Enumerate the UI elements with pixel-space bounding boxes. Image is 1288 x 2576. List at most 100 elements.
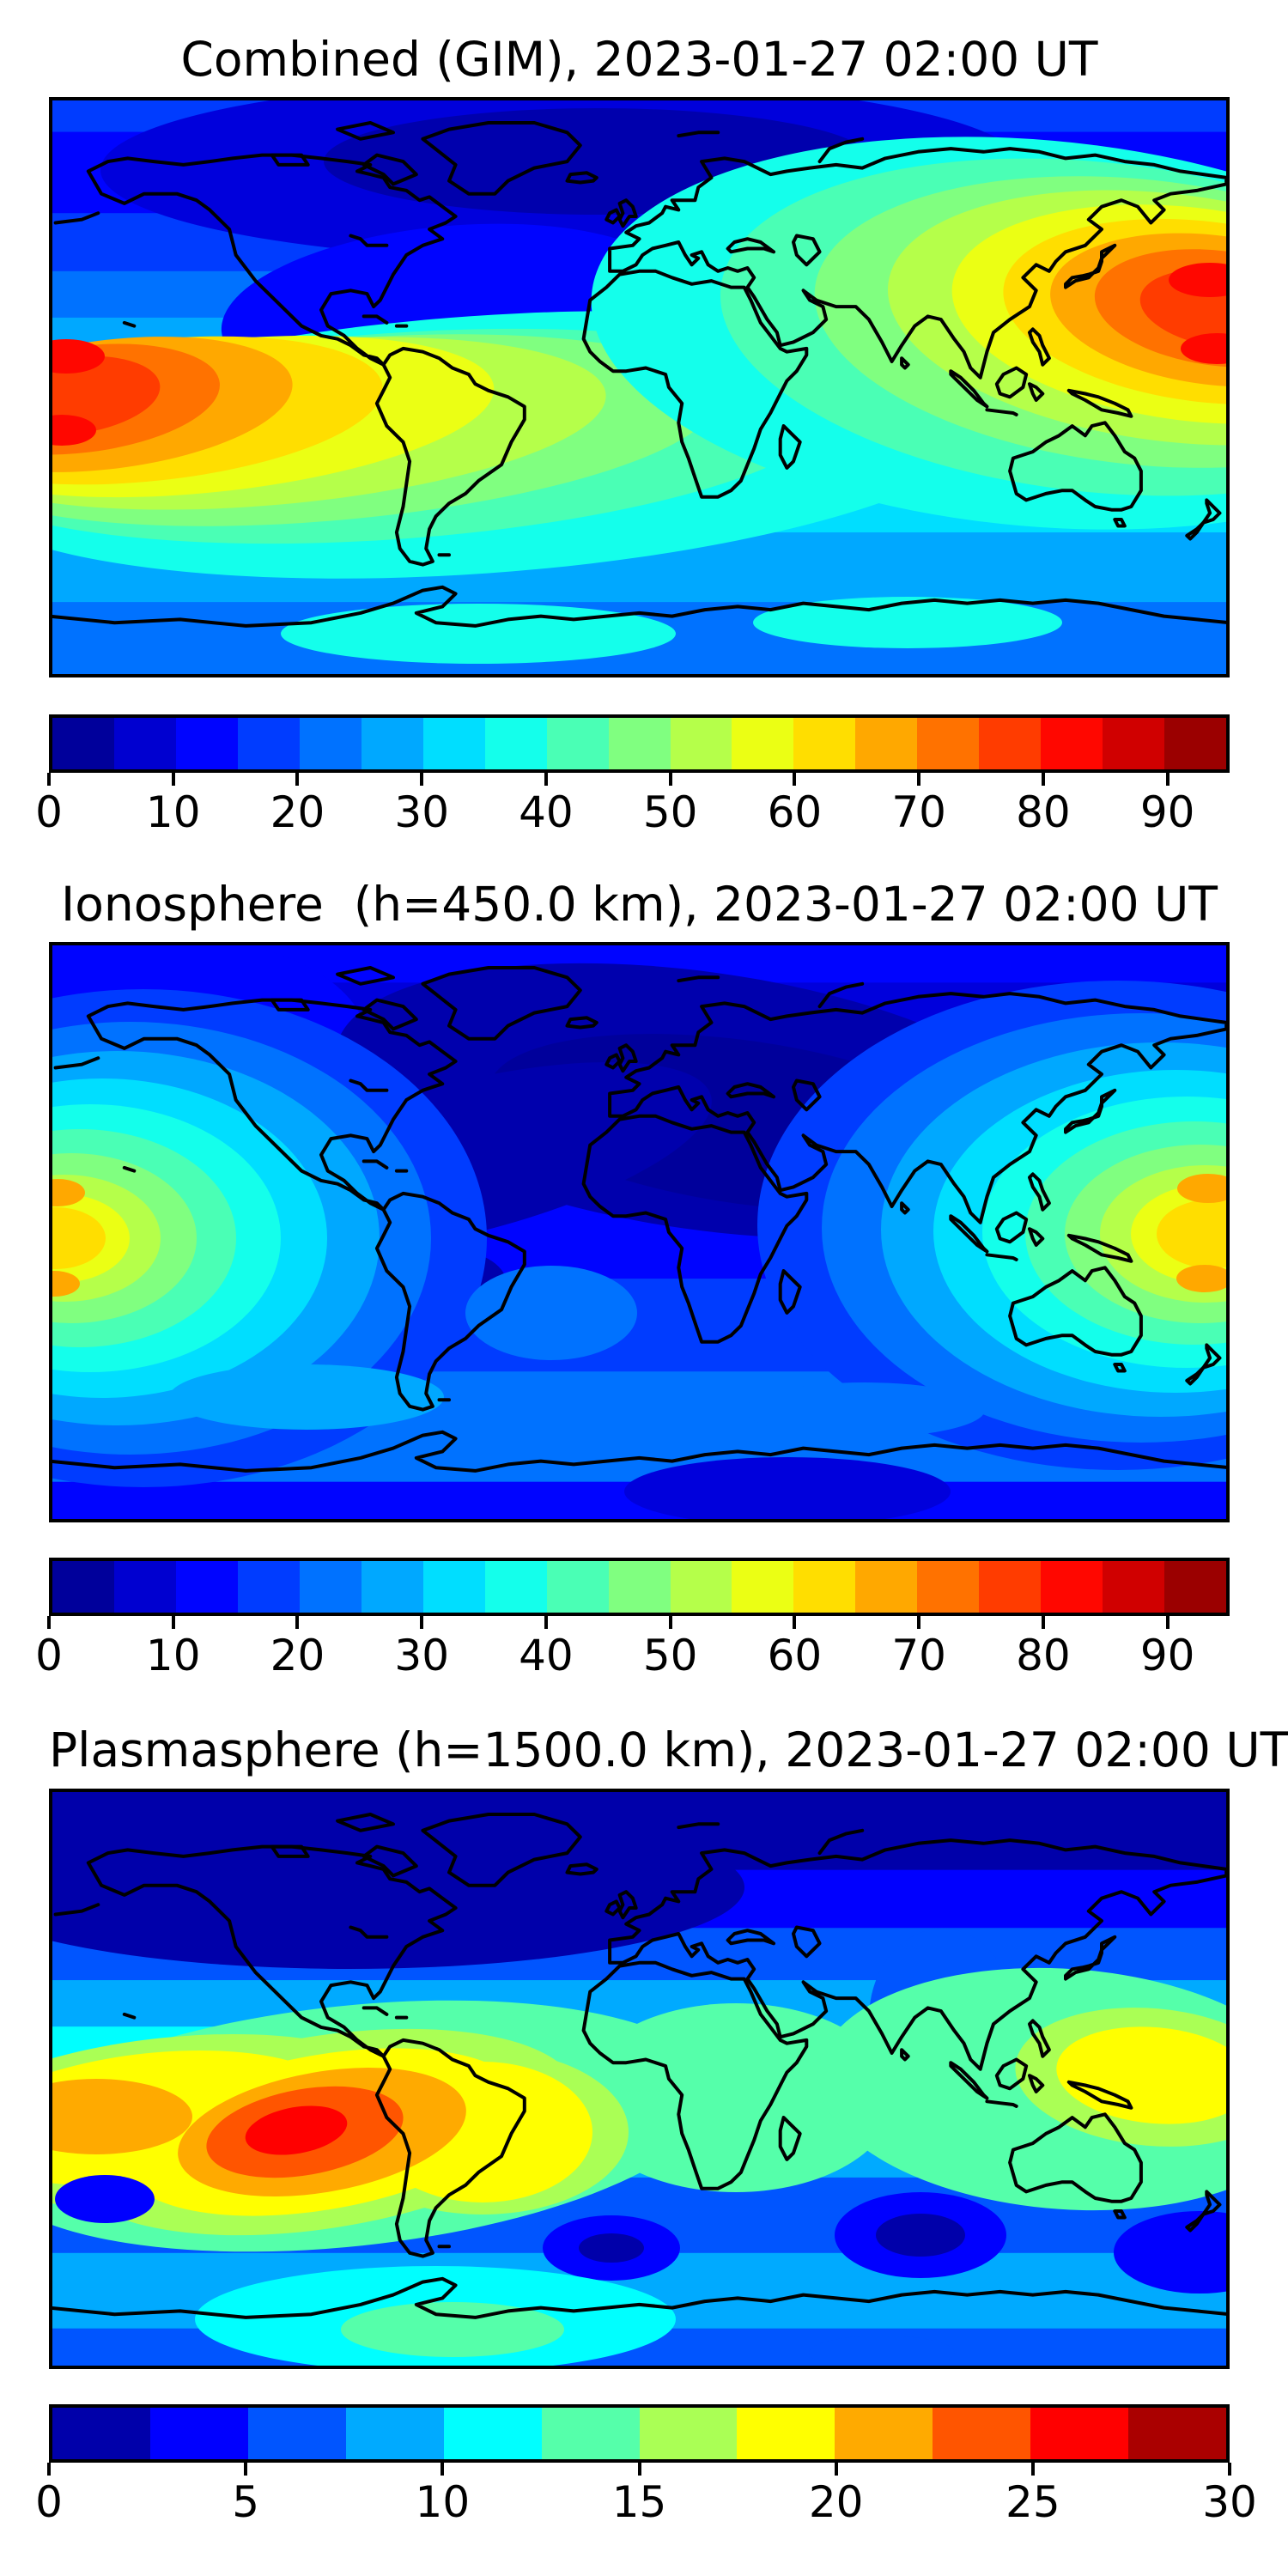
colorbar-tick-label: 0: [35, 787, 63, 837]
colorbar-gradient: [49, 1558, 1230, 1616]
colorbar-segment: [237, 1561, 300, 1613]
colorbar-segment: [732, 1561, 794, 1613]
colorbar-tick-mark: [440, 2463, 445, 2476]
colorbar-tick-label: 80: [1016, 787, 1071, 837]
colorbar-segment: [1164, 1561, 1227, 1613]
colorbar-segment: [361, 718, 423, 769]
colorbar-segment: [1041, 1561, 1103, 1613]
colorbar-segment: [299, 718, 361, 769]
colorbar-tick-mark: [637, 2463, 641, 2476]
panel-title-plasmasphere: Plasmasphere (h=1500.0 km), 2023-01-27 0…: [49, 1722, 1288, 1777]
colorbar-segment: [247, 2408, 346, 2459]
colorbar-tick-label: 50: [642, 787, 698, 837]
colorbar-tick-mark: [793, 1616, 797, 1629]
colorbar-tick-mark: [47, 2463, 51, 2476]
colorbar-tick-mark: [1030, 2463, 1035, 2476]
panel-title-combined: Combined (GIM), 2023-01-27 02:00 UT: [180, 32, 1098, 87]
colorbar-tick-label: 10: [145, 1631, 201, 1680]
colorbar-combined: 0 10 20 30 40 50 60 70 80 90: [35, 714, 1230, 836]
colorbar-segment: [52, 718, 114, 769]
colorbar-segment: [732, 718, 794, 769]
colorbar-segment: [979, 1561, 1042, 1613]
colorbar-tick-mark: [295, 773, 300, 786]
colorbar-segment: [670, 1561, 732, 1613]
colorbar-tick-mark: [171, 773, 175, 786]
colorbar-segment: [1164, 718, 1227, 769]
colorbar-ionosphere: 0 10 20 30 40 50 60 70 80 90: [35, 1558, 1230, 1680]
colorbar-segment: [345, 2408, 444, 2459]
colorbar-tick-mark: [420, 1616, 424, 1629]
colorbar-tick-label: 70: [891, 1631, 946, 1680]
colorbar-segment: [979, 718, 1042, 769]
colorbar-tick-mark: [544, 773, 548, 786]
colorbar-segment: [175, 1561, 238, 1613]
colorbar-tick-label: 20: [808, 2477, 864, 2527]
colorbar-plasmasphere: 0 5 10 15 20 25 30: [35, 2404, 1257, 2526]
colorbar-segment: [855, 1561, 918, 1613]
colorbar-segment: [1030, 2408, 1129, 2459]
world-map-combined: [49, 97, 1230, 677]
colorbar-tick-mark: [1165, 1616, 1170, 1629]
contour-field: [49, 1789, 1230, 2369]
colorbar-segment: [1128, 2408, 1227, 2459]
colorbar-tick-mark: [668, 1616, 672, 1629]
map-border: [49, 1789, 1230, 2369]
colorbar-segment: [422, 1561, 485, 1613]
colorbar-tick-mark: [1041, 1616, 1045, 1629]
coastlines: [49, 121, 1230, 628]
colorbar-tick-mark: [295, 1616, 300, 1629]
colorbar-tick-mark: [420, 773, 424, 786]
colorbar-tick-mark: [47, 1616, 51, 1629]
colorbar-tick-label: 30: [1202, 2477, 1257, 2527]
contour-field: [49, 942, 1230, 1522]
colorbar-segment: [299, 1561, 361, 1613]
colorbar-segment: [793, 718, 856, 769]
colorbar-segment: [484, 718, 547, 769]
colorbar-tick-label: 30: [394, 787, 450, 837]
colorbar-tick-label: 10: [145, 787, 201, 837]
colorbar-segment: [917, 718, 980, 769]
panel-title-ionosphere: Ionosphere (h=450.0 km), 2023-01-27 02:0…: [61, 877, 1218, 932]
colorbar-segment: [639, 2408, 738, 2459]
colorbar-segment: [541, 2408, 640, 2459]
colorbar-tick-label: 40: [519, 787, 574, 837]
colorbar-tick-label: 15: [611, 2477, 667, 2527]
colorbar-tick-mark: [544, 1616, 548, 1629]
colorbar-segment: [113, 1561, 176, 1613]
colorbar-tick-label: 25: [1005, 2477, 1060, 2527]
map-border: [49, 97, 1230, 677]
colorbar-tick-mark: [1228, 2463, 1231, 2476]
colorbar-tick-label: 60: [767, 787, 823, 837]
colorbar-segment: [933, 2408, 1031, 2459]
colorbar-tick-label: 40: [519, 1631, 574, 1680]
colorbar-segment: [855, 718, 918, 769]
colorbar-tick-mark: [171, 1616, 175, 1629]
colorbar-tick-mark: [917, 1616, 921, 1629]
world-map-plasmasphere: [49, 1789, 1230, 2369]
colorbar-tick-label: 10: [415, 2477, 471, 2527]
colorbar-tick-label: 90: [1139, 1631, 1195, 1680]
colorbar-tick-label: 80: [1016, 1631, 1071, 1680]
coastlines: [49, 1813, 1230, 2319]
colorbar-segment: [484, 1561, 547, 1613]
colorbar-tick-label: 0: [35, 1631, 63, 1680]
colorbar-tick-mark: [793, 773, 797, 786]
colorbar-tick-label: 70: [891, 787, 946, 837]
colorbar-tick-label: 0: [35, 2477, 63, 2527]
colorbar-tick-mark: [834, 2463, 838, 2476]
colorbar-segment: [670, 718, 732, 769]
colorbar-tick-mark: [668, 773, 672, 786]
colorbar-segment: [422, 718, 485, 769]
colorbar-segment: [835, 2408, 933, 2459]
contour-field: [49, 97, 1230, 677]
colorbar-tick-label: 20: [270, 787, 325, 837]
colorbar-segment: [546, 718, 609, 769]
colorbar-tick-mark: [1041, 773, 1045, 786]
colorbar-segment: [1103, 718, 1165, 769]
colorbar-segment: [793, 1561, 856, 1613]
colorbar-segment: [546, 1561, 609, 1613]
colorbar-gradient: [49, 714, 1230, 773]
colorbar-tick-label: 5: [232, 2477, 260, 2527]
world-map-ionosphere: [49, 942, 1230, 1522]
